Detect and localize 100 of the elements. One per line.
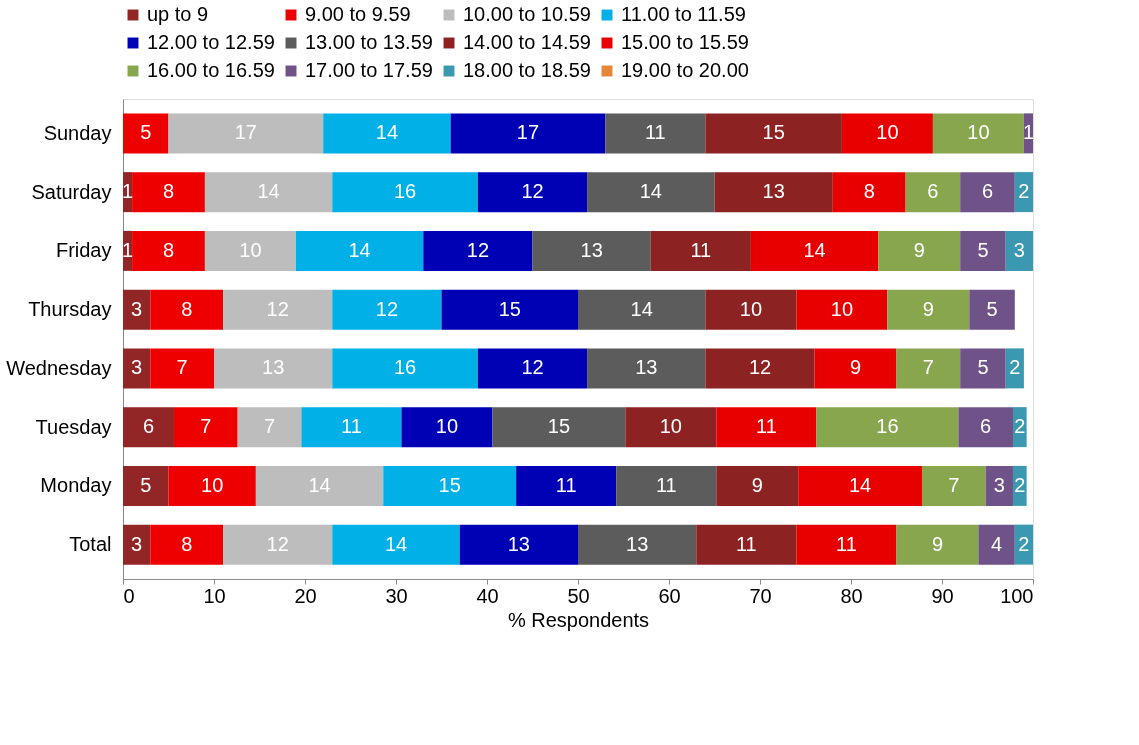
bar [705, 348, 815, 389]
data-label: 1 [121, 180, 134, 203]
bar [814, 348, 897, 389]
data-label: 5 [140, 121, 152, 144]
data-label: 12 [521, 356, 544, 379]
bar [905, 172, 961, 213]
bar [150, 348, 214, 389]
x-tick-label: 60 [658, 584, 681, 607]
y-tick-label: Monday [40, 474, 112, 497]
bar [616, 465, 717, 506]
y-tick-label: Friday [55, 239, 112, 262]
data-label: 3 [1013, 238, 1025, 261]
data-label: 7 [200, 415, 212, 438]
data-label: 8 [181, 297, 193, 320]
bar [716, 465, 799, 506]
bar [132, 230, 205, 271]
data-label: 11 [341, 415, 362, 438]
bar [625, 407, 717, 448]
data-label: 9 [913, 238, 925, 261]
data-label: 11 [735, 532, 757, 555]
x-tick-label: 70 [749, 584, 772, 607]
data-label: 5 [977, 238, 989, 261]
data-label: 13 [635, 356, 658, 379]
x-tick-label: 90 [931, 584, 954, 607]
data-label: 10 [435, 415, 459, 438]
legend-label: 14.00 to 14.59 [463, 31, 591, 53]
bar [605, 113, 706, 154]
bar [123, 524, 151, 565]
bar [896, 524, 979, 565]
data-label: 8 [863, 180, 875, 203]
bar [168, 113, 324, 154]
bar [383, 465, 517, 506]
bar [323, 113, 451, 154]
legend-label: 18.00 to 18.59 [463, 59, 591, 81]
data-label: 9 [931, 532, 944, 555]
bar [450, 113, 606, 154]
bar [401, 407, 493, 448]
data-label: 14 [630, 297, 653, 320]
data-label: 14 [803, 238, 826, 261]
data-label: 11 [555, 473, 577, 496]
bar [960, 230, 1006, 271]
bar [123, 113, 169, 154]
data-label: 11 [755, 415, 777, 438]
data-label: 5 [977, 356, 989, 379]
y-tick-label: Saturday [31, 180, 112, 203]
data-label: 13 [626, 532, 649, 555]
bar [204, 230, 296, 271]
legend-label: 11.00 to 11.59 [621, 3, 746, 25]
legend-label: up to 9 [147, 3, 209, 25]
bar [237, 407, 302, 448]
data-label: 14 [375, 121, 399, 144]
legend-label: 10.00 to 10.59 [463, 3, 591, 25]
data-label: 12 [266, 297, 289, 320]
data-label: 14 [639, 180, 662, 203]
data-label: 10 [876, 121, 899, 144]
data-label: 6 [980, 415, 992, 438]
data-label: 12 [375, 297, 399, 320]
bar [204, 172, 333, 213]
bar [332, 524, 460, 565]
bar [960, 348, 1006, 389]
data-label: 6 [981, 180, 994, 203]
bar [932, 113, 1024, 154]
bar [816, 407, 959, 448]
bar [173, 407, 238, 448]
data-label: 16 [393, 180, 417, 203]
data-label: 9 [849, 356, 862, 379]
bar [332, 172, 478, 213]
bar [332, 348, 478, 389]
bar [921, 465, 986, 506]
bar [716, 407, 817, 448]
data-label: 7 [948, 473, 960, 496]
data-label: 8 [162, 238, 175, 261]
legend-label: 16.00 to 16.59 [147, 59, 275, 81]
data-label: 13 [580, 238, 603, 261]
data-label: 1 [121, 238, 134, 261]
legend-label: 13.00 to 13.59 [305, 31, 433, 53]
bar [214, 348, 333, 389]
bar [168, 465, 256, 506]
bar [132, 172, 205, 213]
legend-label: 15.00 to 15.59 [621, 31, 749, 53]
bar [150, 524, 224, 565]
x-tick-label: 20 [294, 584, 317, 607]
data-label: 10 [967, 121, 990, 144]
data-label: 7 [922, 356, 934, 379]
data-label: 1 [1022, 121, 1035, 144]
bar [477, 348, 588, 389]
data-label: 14 [848, 473, 872, 496]
data-label: 2 [1014, 415, 1026, 438]
x-tick-label: 10 [203, 584, 226, 607]
legend-label: 12.00 to 12.59 [147, 31, 275, 53]
data-label: 10 [830, 297, 854, 320]
bar [532, 230, 651, 271]
bar [650, 230, 751, 271]
data-label: 17 [234, 121, 257, 144]
legend-label: 17.00 to 17.59 [305, 59, 433, 81]
data-label: 3 [993, 473, 1005, 496]
bar [985, 465, 1013, 506]
bar [301, 407, 402, 448]
data-label: 9 [922, 297, 934, 320]
bar [841, 113, 933, 154]
